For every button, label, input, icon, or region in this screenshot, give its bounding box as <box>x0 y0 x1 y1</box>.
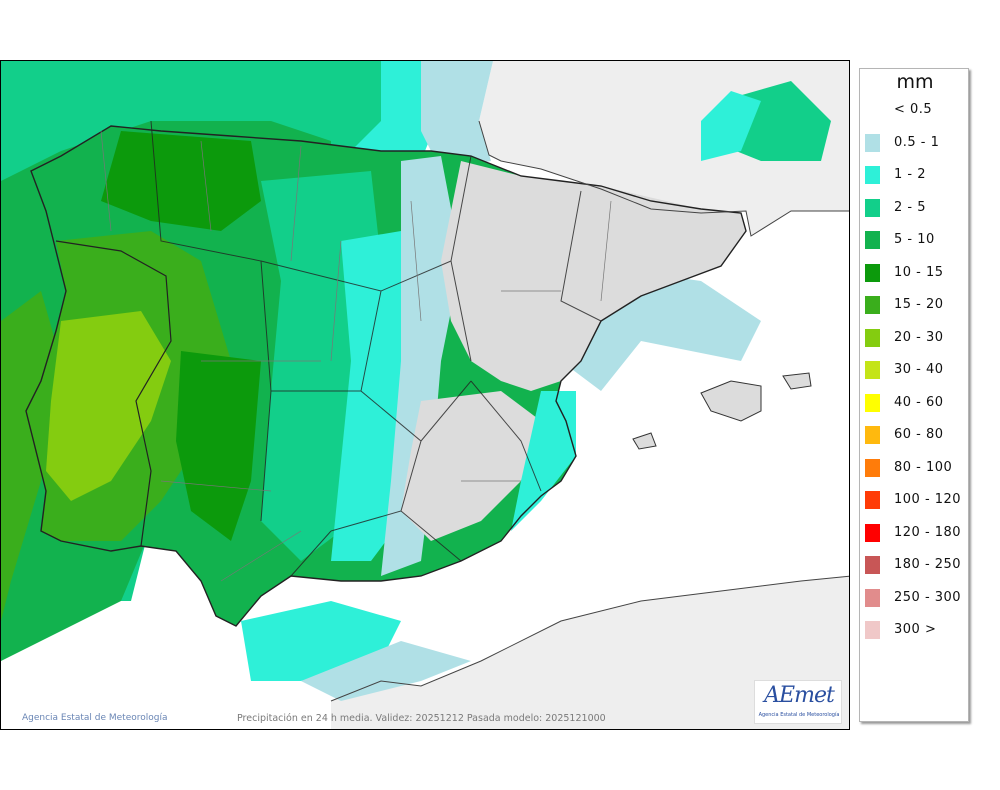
legend-label: 30 - 40 <box>894 362 944 377</box>
legend-swatch <box>865 621 880 639</box>
legend-swatch <box>865 231 880 249</box>
land-dry-northeast <box>441 161 746 391</box>
legend-label: 10 - 15 <box>894 264 944 280</box>
legend-swatch <box>865 263 880 282</box>
legend-item: 100 - 120 <box>865 491 969 509</box>
legend-item: 180 - 250 <box>865 556 969 574</box>
legend-item: 2 - 5 <box>865 198 969 217</box>
legend-item: 0.5 - 1 <box>865 133 969 152</box>
legend-item: 5 - 10 <box>865 231 969 249</box>
legend-item: 1 - 2 <box>865 166 969 184</box>
menorca <box>782 372 812 390</box>
iberia-coastline <box>25 125 747 627</box>
legend-label: 300 > <box>894 622 937 637</box>
legend-swatch <box>865 328 880 347</box>
legend-swatch <box>865 198 880 217</box>
legend-swatch <box>865 166 880 184</box>
legend-item: 300 > <box>865 621 969 639</box>
legend-item: 250 - 300 <box>865 588 969 607</box>
region-borders <box>150 120 602 577</box>
legend-swatch <box>865 426 880 444</box>
legend-label: 5 - 10 <box>894 232 935 247</box>
legend-swatch <box>865 361 880 379</box>
legend-unit-label: mm <box>896 71 934 93</box>
legend-label: 20 - 30 <box>894 329 944 345</box>
land-10-15 <box>101 131 261 231</box>
legend-swatch <box>865 458 880 477</box>
ibiza <box>632 432 657 450</box>
province-borders <box>100 130 612 582</box>
africa-land <box>331 576 849 729</box>
logo-subtitle: Agencia Estatal de Meteorología <box>758 712 840 718</box>
legend-item: 20 - 30 <box>865 328 969 347</box>
portugal-border <box>55 240 172 547</box>
legend-panel: mm < 0.5 0.5 - 1 1 - 2 2 - 5 5 - 10 10 - 15 15… <box>859 68 969 722</box>
legend-label: 1 - 2 <box>894 167 926 182</box>
legend-item: < 0.5 <box>865 101 969 119</box>
legend-label: < 0.5 <box>894 102 933 117</box>
mallorca <box>700 380 762 422</box>
aemet-logo[interactable]: AEmet Agencia Estatal de Meteorología <box>754 680 842 724</box>
precipitation-map <box>0 60 850 730</box>
legend-item: 30 - 40 <box>865 361 969 379</box>
legend-item: 120 - 180 <box>865 523 969 542</box>
legend-label: 80 - 100 <box>894 459 953 475</box>
logo-wordmark: AEmet <box>764 683 835 708</box>
precip-atlantic-0-5-1 <box>421 61 493 171</box>
legend-swatch <box>865 393 880 412</box>
legend-item: 60 - 80 <box>865 426 969 444</box>
france-coastline <box>478 120 849 237</box>
legend-label: 60 - 80 <box>894 427 944 442</box>
legend-swatch <box>865 588 880 607</box>
legend-swatch <box>865 523 880 542</box>
legend-label: 0.5 - 1 <box>894 134 940 150</box>
land-20-30 <box>46 311 171 501</box>
legend-swatch <box>865 133 880 152</box>
legend-label: 180 - 250 <box>894 557 962 572</box>
legend-swatch <box>865 491 880 509</box>
legend-label: 120 - 180 <box>894 524 962 540</box>
legend-item: 10 - 15 <box>865 263 969 282</box>
land-dry-southeast <box>401 391 541 541</box>
legend-label: 40 - 60 <box>894 394 944 410</box>
legend-label: 2 - 5 <box>894 199 926 215</box>
legend-label: 250 - 300 <box>894 589 962 605</box>
legend-swatch <box>865 296 880 314</box>
precip-atlantic-1-2 <box>346 61 441 171</box>
legend-item: 15 - 20 <box>865 296 969 314</box>
legend-item: 40 - 60 <box>865 393 969 412</box>
validity-caption: Precipitación en 24 h media. Validez: 20… <box>237 713 606 724</box>
agency-credit: Agencia Estatal de Meteorología <box>22 713 168 723</box>
legend-swatch <box>865 556 880 574</box>
land-10-15-south <box>176 351 261 541</box>
legend-label: 100 - 120 <box>894 492 962 507</box>
legend-item: 80 - 100 <box>865 458 969 477</box>
precip-alboran-0-5-1 <box>301 641 471 701</box>
precip-gulf-lion-1-2 <box>701 91 761 161</box>
land-east-coast-1-2 <box>511 391 576 531</box>
africa-coastline <box>330 575 849 702</box>
legend-label: 15 - 20 <box>894 297 944 312</box>
